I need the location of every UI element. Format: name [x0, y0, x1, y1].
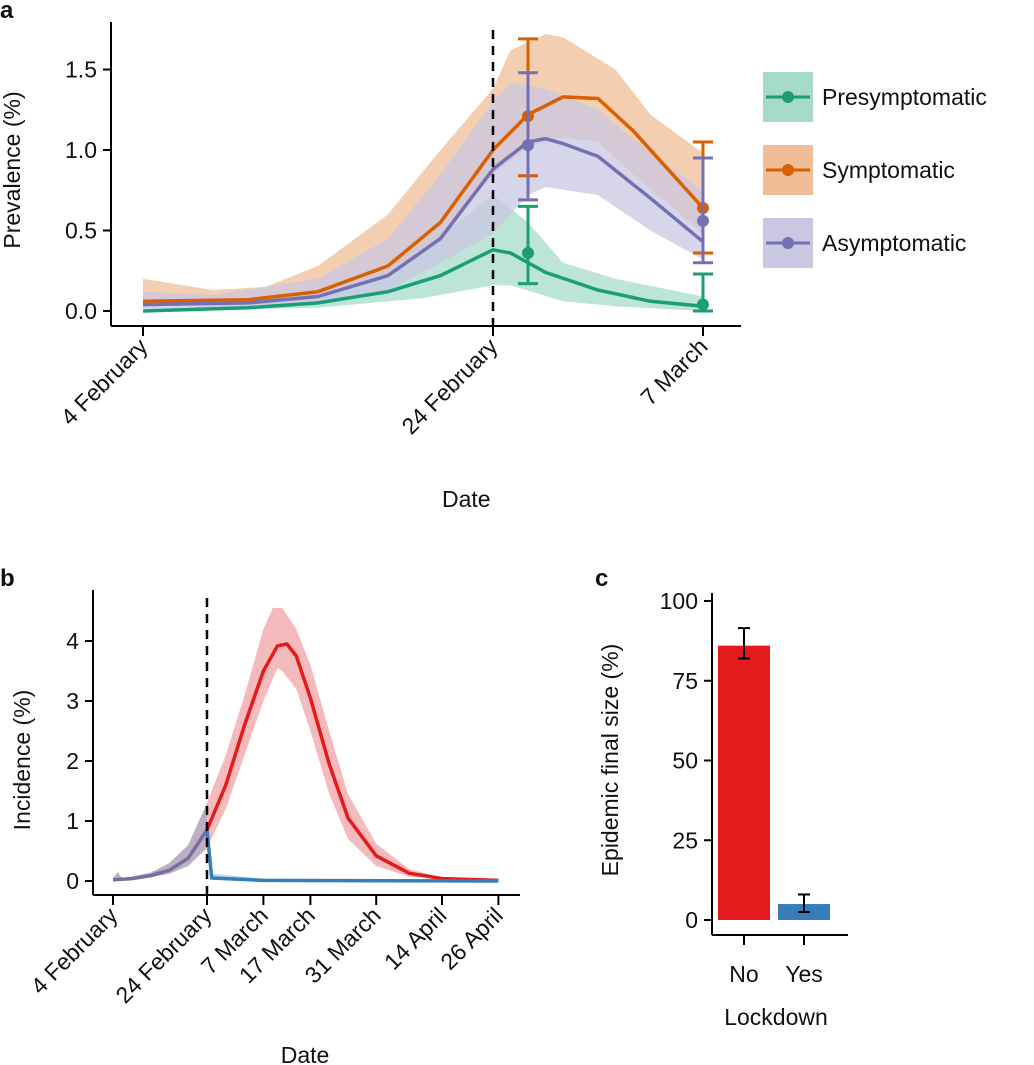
legend-label: Asymptomatic: [822, 230, 966, 256]
observed-point: [522, 247, 534, 260]
x-tick-label: Yes: [785, 961, 823, 987]
observed-point: [697, 214, 709, 227]
line-series-0: [112, 829, 209, 882]
legend-item-presymptomatic: Presymptomatic: [763, 72, 987, 122]
chart-a: 0.0 0.5 1.0 1.5 4 February 24 February 7 March…: [56, 22, 987, 439]
panel-label-b: b: [0, 565, 15, 592]
legend-item-asymptomatic: Asymptomatic: [763, 218, 966, 268]
panel-label-c: c: [595, 565, 608, 592]
y-tick-label: 2: [66, 748, 79, 774]
line-asymptomatic: [142, 136, 705, 307]
y-tick-label: 100: [660, 588, 698, 614]
x-tick-label: 4 February: [56, 333, 153, 430]
band-asymptomatic: [143, 82, 703, 310]
y-tick-label: 25: [672, 827, 698, 853]
x-axis-label-b: Date: [281, 1042, 330, 1065]
y-tick-label: 0.0: [65, 298, 97, 324]
line-series-2: [205, 829, 499, 883]
y-axis-label-c: Epidemic final size (%): [597, 644, 623, 877]
y-axis-label-b: Incidence (%): [9, 690, 35, 831]
y-tick-label: 4: [66, 628, 79, 654]
y-tick-label: 1.0: [65, 137, 97, 163]
x-tick-label: 24 February: [396, 333, 502, 439]
x-axis-label-a: Date: [442, 486, 491, 512]
line-presymptomatic: [142, 248, 704, 313]
observed-point: [522, 139, 534, 152]
y-tick-label: 50: [672, 748, 698, 774]
legend-label: Presymptomatic: [822, 84, 987, 110]
observed-point: [697, 298, 709, 311]
x-tick-label: 26 April: [435, 902, 508, 975]
band-series-1: [207, 608, 499, 881]
panel-label-a: a: [0, 0, 14, 24]
y-tick-label: 0.5: [65, 218, 97, 244]
line-series-1: [205, 642, 499, 883]
x-tick-label: No: [729, 961, 758, 987]
x-tick-label: 7 March: [635, 333, 712, 410]
band-series-0: [113, 803, 207, 881]
y-tick-label: 75: [672, 668, 698, 694]
x-tick-label: 14 April: [379, 902, 452, 975]
y-tick-label: 0: [685, 907, 698, 933]
legend-label: Symptomatic: [822, 157, 955, 183]
legend-item-symptomatic: Symptomatic: [763, 145, 955, 195]
bar-no: [718, 645, 770, 920]
x-axis-label-c: Lockdown: [724, 1004, 828, 1030]
legend-marker: [782, 164, 794, 176]
y-tick-label: 1.5: [65, 57, 97, 83]
legend-marker: [782, 91, 794, 103]
y-tick-label: 3: [66, 688, 79, 714]
x-tick-label: 4 February: [26, 902, 123, 999]
chart-c: No Yes 0 25 50 75 100: [660, 588, 848, 987]
y-tick-label: 0: [66, 868, 79, 894]
line-symptomatic: [142, 95, 705, 304]
y-tick-label: 1: [66, 808, 79, 834]
y-axis-label-a: Prevalence (%): [0, 91, 25, 248]
legend-marker: [782, 237, 794, 249]
